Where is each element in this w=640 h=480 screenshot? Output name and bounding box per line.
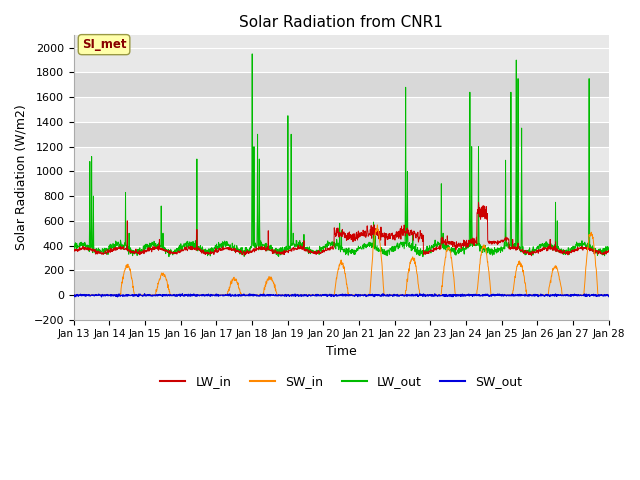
LW_in <box>270 249 278 255</box>
LW_in <box>288 246 296 252</box>
Bar <box>74 122 609 146</box>
LW_in <box>435 244 443 250</box>
LW_in <box>605 248 612 254</box>
Line: LW_out: LW_out <box>74 54 609 257</box>
SW_out <box>70 292 77 298</box>
Bar <box>74 246 609 270</box>
LW_out <box>289 242 296 248</box>
LW_out <box>291 243 299 249</box>
X-axis label: Time: Time <box>326 345 356 358</box>
Bar <box>74 196 609 221</box>
SW_in <box>70 292 77 298</box>
Bar <box>74 295 609 320</box>
SW_in <box>270 280 278 286</box>
SW_out <box>185 292 193 298</box>
LW_out <box>248 51 256 57</box>
SW_out <box>179 291 186 297</box>
SW_out <box>436 293 444 299</box>
LW_out <box>70 242 77 248</box>
SW_in <box>291 292 299 298</box>
LW_in <box>527 253 535 259</box>
Bar <box>74 270 609 295</box>
Line: SW_in: SW_in <box>74 225 609 295</box>
SW_in <box>184 292 192 298</box>
Y-axis label: Solar Radiation (W/m2): Solar Radiation (W/m2) <box>15 105 28 251</box>
Bar <box>74 171 609 196</box>
Bar <box>74 221 609 246</box>
SW_in <box>374 222 381 228</box>
LW_in <box>475 199 483 205</box>
SW_in <box>435 292 443 298</box>
LW_out <box>184 242 192 248</box>
SW_in <box>288 292 296 298</box>
Bar <box>74 48 609 72</box>
SW_in <box>100 292 108 298</box>
LW_out <box>271 248 278 254</box>
LW_in <box>291 246 299 252</box>
SW_in <box>605 292 612 298</box>
Bar <box>74 72 609 97</box>
LW_out <box>100 245 108 251</box>
SW_out <box>100 292 108 298</box>
SW_out <box>289 293 296 299</box>
LW_out <box>165 254 173 260</box>
Line: SW_out: SW_out <box>74 294 609 297</box>
Line: LW_in: LW_in <box>74 202 609 256</box>
Title: Solar Radiation from CNR1: Solar Radiation from CNR1 <box>239 15 444 30</box>
SW_out <box>114 294 122 300</box>
SW_out <box>605 294 612 300</box>
SW_out <box>271 293 278 299</box>
Legend: LW_in, SW_in, LW_out, SW_out: LW_in, SW_in, LW_out, SW_out <box>156 370 527 393</box>
SW_out <box>291 293 299 299</box>
LW_out <box>605 246 612 252</box>
LW_in <box>184 246 192 252</box>
LW_in <box>100 251 108 256</box>
LW_in <box>70 248 77 253</box>
Bar <box>74 97 609 122</box>
LW_out <box>436 243 444 249</box>
Text: SI_met: SI_met <box>82 38 126 51</box>
Bar <box>74 146 609 171</box>
